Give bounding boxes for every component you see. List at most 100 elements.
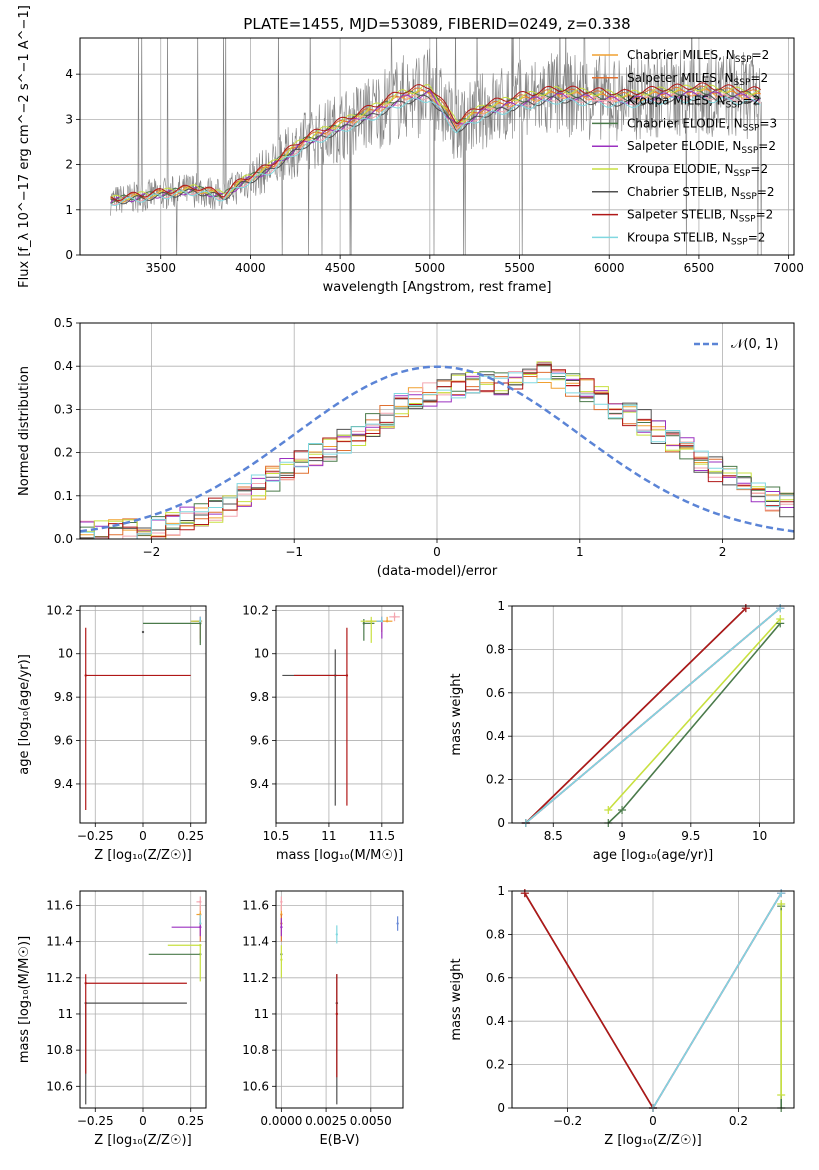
plot-area [110, 38, 762, 255]
x-tick-label: 0.0000 [260, 1114, 302, 1128]
normal-curve [80, 365, 794, 533]
legend-entry: Salpeter ELODIE, NSSP=2 [627, 139, 776, 156]
y-axis-label: age [log₁₀(age/yr)] [17, 654, 32, 775]
legend-entry: Chabrier ELODIE, NSSP=3 [627, 116, 777, 133]
x-tick-label: 6000 [594, 261, 625, 275]
data-point [199, 925, 202, 929]
legend-entry: Kroupa ELODIE, NSSP=2 [627, 162, 768, 179]
y-tick-label: 1 [65, 203, 73, 217]
data-point [199, 944, 202, 947]
y-tick-label: 0.8 [486, 642, 505, 656]
y-axis-label: mass [log₁₀(M/M☉)] [17, 936, 32, 1063]
x-axis-label: Z [log₁₀(Z/Z☉)] [94, 848, 191, 863]
y-tick-label: 10.8 [242, 1043, 269, 1057]
panel-mass_weight_vs_Z: −0.2 0 0.2 0 0.2 0.4 0.6 0.8 1 Z [log₁₀(Z/Z☉)] mas… [449, 884, 795, 1148]
y-tick-label: 10.6 [242, 1079, 269, 1093]
x-tick-label: 10 [752, 829, 767, 843]
axes-frame [79, 605, 207, 824]
model-spectrum-line [110, 95, 761, 207]
axes-frame [511, 890, 795, 1109]
y-tick-label: 4 [65, 67, 73, 81]
plot-area [524, 892, 782, 1108]
x-tick-label: −0.2 [553, 1114, 582, 1128]
x-axis-label: Z [log₁₀(Z/Z☉)] [604, 1133, 701, 1148]
data-point [199, 622, 202, 625]
x-tick-label: 0.0025 [305, 1114, 347, 1128]
x-axis-label: mass [log₁₀(M/M☉)] [276, 848, 403, 863]
x-tick-label: 9.5 [681, 829, 700, 843]
residual-legend-label: 𝒩(0, 1) [731, 337, 778, 352]
y-tick-label: 11.2 [242, 971, 269, 985]
y-tick-label: 0.5 [54, 316, 73, 330]
y-tick-label: 9.4 [54, 777, 73, 791]
plot-area [280, 896, 399, 1105]
data-point [84, 674, 87, 677]
y-tick-label: 0.4 [486, 1014, 505, 1028]
y-tick-label: 9.8 [250, 690, 269, 704]
y-tick-label: 0 [497, 816, 505, 830]
plot-area [80, 361, 794, 539]
y-tick-label: 11.6 [46, 898, 73, 912]
x-tick-label: 0 [649, 1114, 657, 1128]
x-axis-label: wavelength [Angstrom, rest frame] [323, 280, 552, 295]
panel-age_vs_Z: −0.25 0 0.25 9.4 9.6 9.8 10 10.2 Z [log₁₀(Z/Z☉)]… [17, 603, 207, 863]
data-point [280, 958, 283, 961]
y-tick-label: 10.2 [242, 603, 269, 617]
model-spectrum-line [110, 84, 761, 201]
weight-line [524, 892, 654, 1108]
panel-mass_vs_EBV: 0.0000 0.0025 0.0050 10.6 10.8 11 11.2 11.4 11.6… [242, 890, 404, 1148]
data-point [141, 630, 145, 634]
y-tick-label: 10 [254, 647, 269, 661]
x-tick-label: 0 [433, 545, 441, 559]
plot-area [84, 896, 202, 1105]
weight-line [607, 618, 781, 811]
x-tick-label: 9 [618, 829, 626, 843]
legend-entry: Salpeter MILES, NSSP=2 [627, 71, 768, 88]
y-tick-label: 9.8 [54, 690, 73, 704]
x-axis-label: Z [log₁₀(Z/Z☉)] [94, 1133, 191, 1148]
axes-frame [79, 322, 795, 540]
weight-line [525, 607, 781, 823]
y-tick-label: 0.6 [486, 686, 505, 700]
legend-entry: Chabrier MILES, NSSP=2 [627, 48, 769, 65]
x-axis-label: E(B-V) [319, 1133, 359, 1148]
panel-spectrum: 3500 4000 4500 5000 5500 6000 6500 7000 0 1 2 3 4 wav… [17, 5, 804, 295]
weight-marker [604, 805, 613, 814]
data-point [393, 615, 396, 619]
weight-marker [777, 900, 786, 909]
x-tick-label: 5000 [415, 261, 446, 275]
data-point [280, 925, 283, 929]
model-spectrum-line [110, 82, 761, 202]
y-tick-label: 9.4 [250, 777, 269, 791]
panel-age_vs_mass: 10.5 11 11.5 9.4 9.6 9.8 10 10.2 mass [log₁₀(M/M… [242, 603, 404, 863]
spectrum-legend: Chabrier MILES, NSSP=2 Salpeter MILES, NS… [592, 48, 777, 247]
x-tick-label: 0 [139, 1114, 147, 1128]
figure-title: PLATE=1455, MJD=53089, FIBERID=0249, z=0… [243, 15, 630, 33]
x-tick-label: −0.25 [77, 1114, 114, 1128]
x-tick-label: 0.25 [177, 1114, 204, 1128]
x-tick-label: −2 [143, 545, 161, 559]
data-point [362, 622, 366, 625]
y-tick-label: 0 [497, 1101, 505, 1115]
x-tick-label: 2 [719, 545, 727, 559]
data-point [335, 1012, 339, 1016]
x-tick-label: 8.5 [544, 829, 563, 843]
x-tick-label: 1 [576, 545, 584, 559]
x-tick-label: −1 [285, 545, 303, 559]
y-axis-label: Flux [f_λ 10^−17 erg cm^−2 s^−1 A^−1] [17, 5, 32, 288]
data-point [370, 619, 373, 623]
y-tick-label: 0.2 [486, 1058, 505, 1072]
residual-legend: 𝒩(0, 1) [694, 337, 778, 352]
y-tick-label: 10.8 [46, 1043, 73, 1057]
x-tick-label: 5500 [504, 261, 535, 275]
legend-entry: Chabrier STELIB, NSSP=2 [627, 185, 775, 202]
weight-marker [776, 615, 785, 624]
y-tick-label: 0.2 [54, 446, 73, 460]
histogram-steps [80, 364, 794, 539]
y-tick-label: 10.6 [46, 1079, 73, 1093]
y-tick-label: 11.6 [242, 898, 269, 912]
plot-area [525, 607, 781, 823]
y-tick-label: 1 [497, 884, 505, 898]
x-tick-label: 6500 [684, 261, 715, 275]
x-tick-label: 3500 [145, 261, 176, 275]
